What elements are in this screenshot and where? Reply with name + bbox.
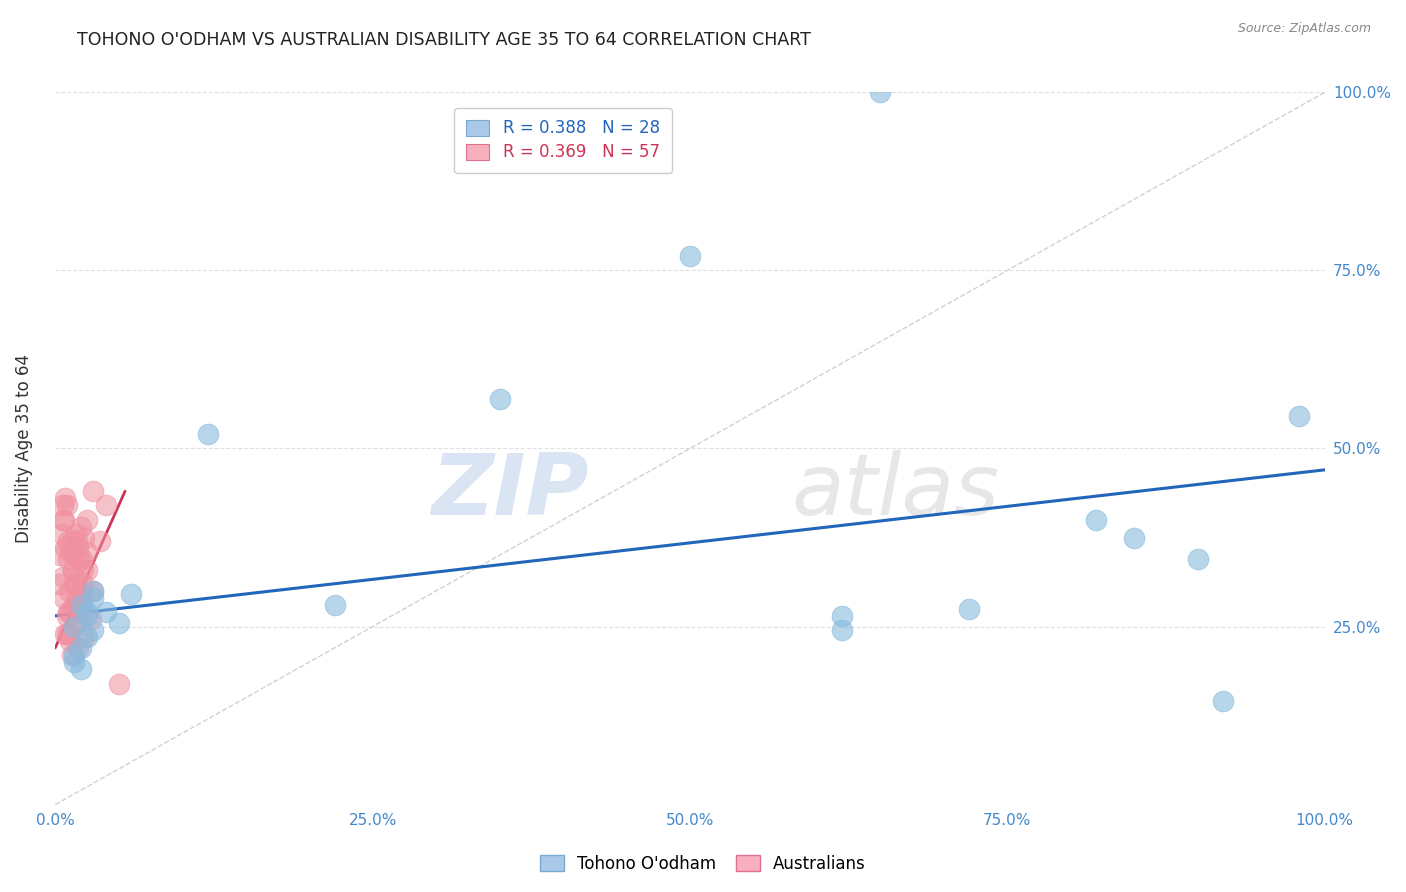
Point bbox=[76, 563, 98, 577]
Point bbox=[63, 598, 86, 612]
Point bbox=[56, 552, 79, 566]
Point bbox=[76, 605, 98, 619]
Point bbox=[69, 583, 91, 598]
Text: ZIP: ZIP bbox=[430, 450, 588, 533]
Point bbox=[56, 534, 79, 549]
Point bbox=[58, 583, 80, 598]
Point bbox=[73, 531, 96, 545]
Point bbox=[76, 513, 98, 527]
Point bbox=[82, 591, 104, 605]
Text: TOHONO O'ODHAM VS AUSTRALIAN DISABILITY AGE 35 TO 64 CORRELATION CHART: TOHONO O'ODHAM VS AUSTRALIAN DISABILITY … bbox=[77, 31, 811, 49]
Point bbox=[82, 583, 104, 598]
Point bbox=[59, 605, 82, 619]
Point bbox=[65, 598, 87, 612]
Point bbox=[69, 662, 91, 676]
Point bbox=[197, 427, 219, 442]
Point bbox=[831, 608, 853, 623]
Point bbox=[62, 563, 84, 577]
Point bbox=[76, 608, 98, 623]
Point bbox=[59, 633, 82, 648]
Point bbox=[56, 605, 79, 619]
Point bbox=[69, 520, 91, 534]
Point bbox=[488, 392, 510, 406]
Point bbox=[52, 513, 75, 527]
Point bbox=[323, 598, 346, 612]
Point bbox=[58, 626, 80, 640]
Point bbox=[53, 626, 76, 640]
Point bbox=[69, 598, 91, 612]
Point bbox=[69, 640, 91, 655]
Point bbox=[55, 608, 77, 623]
Point bbox=[48, 576, 70, 591]
Point bbox=[59, 545, 82, 559]
Point bbox=[60, 648, 83, 662]
Point bbox=[73, 630, 96, 644]
Point bbox=[120, 587, 142, 601]
Point bbox=[53, 513, 76, 527]
Point bbox=[52, 570, 75, 584]
Point bbox=[52, 499, 75, 513]
Point bbox=[69, 612, 91, 626]
Point bbox=[63, 549, 86, 563]
Point bbox=[1212, 694, 1234, 708]
Point bbox=[55, 626, 77, 640]
Point bbox=[67, 640, 90, 655]
Point bbox=[72, 563, 94, 577]
Point bbox=[957, 601, 980, 615]
Legend: Tohono O'odham, Australians: Tohono O'odham, Australians bbox=[534, 848, 872, 880]
Point bbox=[66, 576, 89, 591]
Point bbox=[80, 612, 103, 626]
Point bbox=[82, 583, 104, 598]
Point bbox=[1288, 409, 1310, 424]
Point bbox=[76, 630, 98, 644]
Point bbox=[94, 605, 117, 619]
Point bbox=[82, 623, 104, 637]
Point bbox=[1187, 552, 1209, 566]
Point bbox=[49, 549, 72, 563]
Point bbox=[67, 552, 90, 566]
Point bbox=[67, 541, 90, 556]
Point bbox=[72, 576, 94, 591]
Point bbox=[65, 527, 87, 541]
Point bbox=[65, 591, 87, 605]
Point bbox=[69, 591, 91, 605]
Point bbox=[1085, 513, 1108, 527]
Point bbox=[62, 563, 84, 577]
Point bbox=[70, 594, 93, 608]
Point bbox=[53, 491, 76, 506]
Point bbox=[1123, 531, 1146, 545]
Point bbox=[63, 619, 86, 633]
Point bbox=[51, 527, 73, 541]
Point bbox=[70, 552, 93, 566]
Point bbox=[107, 676, 129, 690]
Point bbox=[53, 591, 76, 605]
Point bbox=[107, 615, 129, 630]
Point bbox=[82, 484, 104, 499]
Point bbox=[94, 499, 117, 513]
Point bbox=[89, 534, 111, 549]
Point bbox=[60, 534, 83, 549]
Point bbox=[63, 648, 86, 662]
Text: atlas: atlas bbox=[792, 450, 1000, 533]
Point bbox=[63, 655, 86, 669]
Y-axis label: Disability Age 35 to 64: Disability Age 35 to 64 bbox=[15, 354, 32, 543]
Point bbox=[63, 576, 86, 591]
Point bbox=[67, 615, 90, 630]
Point bbox=[869, 86, 891, 100]
Point bbox=[55, 499, 77, 513]
Point bbox=[831, 623, 853, 637]
Point bbox=[66, 534, 89, 549]
Point bbox=[76, 545, 98, 559]
Point bbox=[679, 249, 702, 263]
Point bbox=[53, 541, 76, 556]
Text: Source: ZipAtlas.com: Source: ZipAtlas.com bbox=[1237, 22, 1371, 36]
Legend: R = 0.388   N = 28, R = 0.369   N = 57: R = 0.388 N = 28, R = 0.369 N = 57 bbox=[454, 108, 672, 173]
